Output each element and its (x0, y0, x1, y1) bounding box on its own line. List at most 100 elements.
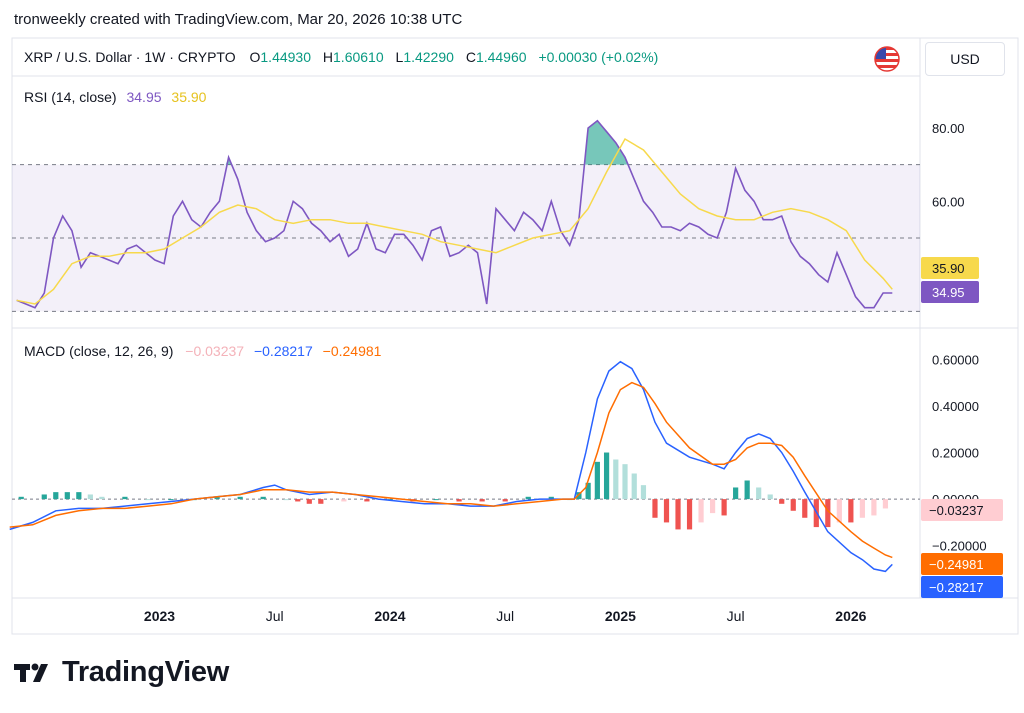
x-tick-label: 2026 (835, 608, 866, 624)
macd-histogram-bar (479, 499, 485, 502)
open-value: 1.44930 (260, 49, 311, 65)
macd-histogram-bar (622, 464, 628, 500)
tradingview-logo-icon (14, 663, 48, 682)
macd-histogram-bar (145, 499, 151, 501)
low-value: 1.42290 (403, 49, 454, 65)
macd-histogram-bar (698, 499, 704, 523)
macd-line-value: −0.28217 (254, 343, 313, 359)
chart-caption: tronweekly created with TradingView.com,… (14, 11, 463, 28)
macd-histogram-bar (733, 487, 739, 500)
rsi-ma-last-label: 35.90 (932, 261, 965, 276)
macd-histogram-bar (744, 480, 750, 500)
x-tick-label: 2025 (605, 608, 636, 624)
macd-histogram-bar (214, 496, 220, 500)
x-tick-label: 2023 (144, 608, 175, 624)
macd-y-tick: 0.20000 (932, 446, 979, 461)
x-tick-label: Jul (496, 608, 514, 624)
macd-signal-line (9, 381, 893, 559)
close-label: C (466, 49, 476, 65)
rsi-y-tick: 80.00 (932, 121, 965, 136)
macd-histogram-bar (882, 499, 889, 509)
macd-histogram-bar (87, 494, 93, 500)
macd-histogram-bar (686, 499, 693, 530)
macd-signal-value: −0.24981 (323, 343, 382, 359)
macd-histogram-bar (283, 499, 289, 501)
macd-histogram-bar (122, 496, 128, 500)
macd-histogram-bar (779, 499, 785, 504)
macd-histogram-bar (652, 499, 658, 518)
rsi-overbought-fill (585, 120, 629, 165)
rsi-value: 34.95 (126, 89, 161, 105)
macd-hist-last-label: −0.03237 (929, 503, 984, 518)
macd-histogram-bar (767, 494, 773, 500)
rsi-pane: 80.00 60.00 35.90 34.95 (12, 119, 979, 312)
low-label: L (396, 49, 404, 65)
macd-histogram-bar (663, 499, 670, 523)
open-label: O (250, 49, 261, 65)
macd-histogram-bar (848, 499, 854, 523)
macd-histogram-bar (53, 492, 59, 500)
macd-histogram-bar (709, 499, 716, 514)
macd-histogram-bar (836, 499, 842, 523)
macd-histogram-bar (341, 499, 347, 502)
macd-histogram-bar (790, 499, 796, 511)
rsi-legend: RSI (14, close) 34.95 35.90 (24, 89, 207, 105)
macd-histogram-bar (859, 499, 865, 518)
macd-histogram-bar (364, 499, 370, 502)
macd-histogram-bar (295, 499, 301, 502)
symbol-name: XRP / U.S. Dollar · 1W · CRYPTO (24, 49, 236, 65)
x-tick-label: 2024 (374, 608, 405, 624)
tradingview-logo-text: TradingView (62, 656, 229, 688)
macd-y-tick: −0.20000 (932, 539, 987, 554)
rsi-last-label-bg (921, 281, 979, 303)
macd-histogram-bar (756, 487, 762, 500)
macd-histogram-bar (675, 499, 681, 530)
high-value: 1.60610 (333, 49, 384, 65)
rsi-ma-line (16, 137, 893, 305)
rsi-y-tick: 60.00 (932, 194, 965, 209)
x-tick-label: Jul (727, 608, 745, 624)
macd-title: MACD (close, 12, 26, 9) (24, 343, 173, 359)
rsi-ma-value: 35.90 (171, 89, 206, 105)
time-axis: 2023 Jul 2024 Jul 2025 Jul 2026 (144, 608, 867, 624)
macd-histogram-bar (168, 499, 174, 501)
macd-histogram-bar (99, 496, 105, 500)
macd-histogram-bar (237, 496, 243, 500)
macd-histogram-bar (585, 482, 591, 500)
tradingview-logo: TradingView (14, 656, 229, 689)
symbol-legend: XRP / U.S. Dollar · 1W · CRYPTO O1.44930… (24, 49, 658, 65)
rsi-band-fill (12, 164, 920, 312)
x-tick-label: Jul (266, 608, 284, 624)
rsi-last-label: 34.95 (932, 285, 965, 300)
us-flag-icon (873, 45, 901, 73)
change-value: +0.00030 (+0.02%) (538, 49, 658, 65)
macd-histogram-bar (603, 452, 610, 500)
macd-histogram-bar (825, 499, 831, 528)
macd-histogram-bar (525, 496, 531, 500)
rsi-title: RSI (14, close) (24, 89, 117, 105)
macd-line (9, 360, 893, 573)
macd-pane: 0.600000.400000.200000.00000−0.20000−0.0… (9, 352, 1003, 598)
macd-histogram-bar (802, 499, 808, 518)
rsi-line (16, 119, 893, 309)
macd-histogram-bar (548, 496, 554, 500)
chart-frame (11, 37, 1019, 635)
macd-legend: MACD (close, 12, 26, 9) −0.03237 −0.2821… (24, 343, 382, 359)
macd-histogram-bar (594, 461, 600, 500)
macd-histogram-bar (456, 499, 462, 502)
macd-histogram-bar (318, 499, 324, 504)
macd-histogram-bar (721, 499, 727, 516)
macd-histogram-bar (41, 494, 47, 500)
macd-histogram-bar (260, 496, 266, 500)
svg-text:XRP / U.S. Dollar · 1W · CRYPT: XRP / U.S. Dollar · 1W · CRYPTO O1.44930… (24, 49, 658, 65)
currency-selector[interactable]: USD (925, 42, 1005, 76)
high-label: H (323, 49, 333, 65)
macd-histogram-bar (76, 492, 82, 500)
macd-histogram-bar (64, 492, 70, 500)
macd-line-last-label: −0.28217 (929, 580, 984, 595)
close-value: 1.44960 (476, 49, 527, 65)
macd-histogram-bar (18, 496, 24, 500)
macd-histogram-bar (306, 499, 312, 504)
macd-signal-last-label-bg (921, 553, 1003, 575)
